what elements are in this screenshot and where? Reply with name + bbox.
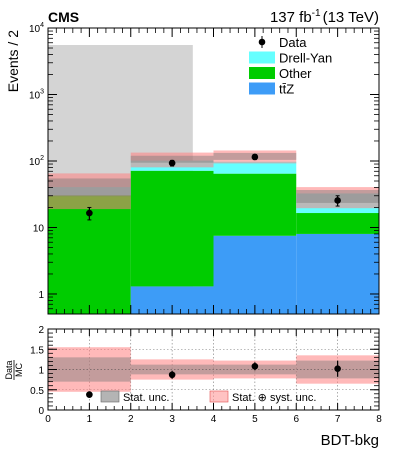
lumi-energy: (13 TeV) [323, 9, 379, 26]
ratio-y-tick-label: 1.5 [30, 345, 44, 356]
legend-label: Other [279, 66, 312, 81]
stack-bar-1-bin-1 [130, 170, 214, 287]
ratio-y-axis-label: Data MC [4, 360, 24, 380]
x-tick-label: 1 [87, 414, 93, 425]
ratio-y-tick-label: 0.5 [30, 386, 44, 397]
data-point [251, 153, 259, 161]
stack-bar-0-bin-2 [213, 235, 297, 314]
ratio-y-label-denominator: MC [14, 363, 24, 377]
legend-label: tt̄Z [279, 82, 294, 97]
y-axis-label: Events / 2 [5, 30, 21, 92]
ratio-legend-swatch [209, 390, 229, 403]
y-tick-label: 10 [33, 223, 45, 234]
ratio-legend: Stat. unc. Stat. ⊕ syst. unc. [100, 390, 316, 404]
ratio-stat-band-bin-1 [130, 364, 214, 375]
stat-band-bin-1 [130, 155, 214, 163]
x-tick-label: 7 [335, 414, 341, 425]
x-tick-label: 5 [252, 414, 258, 425]
x-axis-label: BDT-bkg [321, 432, 379, 449]
legend-swatch [249, 82, 275, 95]
y-tick-base: 10 [29, 157, 41, 168]
y-tick-base: 10 [33, 223, 45, 234]
ratio-y-tick-label: 0 [38, 406, 44, 417]
ratio-legend-swatch [100, 390, 120, 403]
y-tick-exponent: 2 [40, 155, 44, 162]
data-point [334, 197, 341, 204]
y-tick-base: 10 [29, 90, 41, 101]
ratio-y-tick-label: 2 [38, 325, 44, 336]
data-points [86, 153, 341, 221]
ratio-syst-band-bin-1 [130, 359, 214, 380]
y-tick-label: 1 [38, 290, 44, 301]
data-point [86, 209, 93, 217]
y-tick-base: 1 [38, 290, 44, 301]
ratio-stat-band-bin-0 [48, 357, 131, 382]
ratio-y-label-numerator: Data [4, 360, 14, 379]
lumi-value: 137 fb [270, 9, 312, 26]
ratio-legend-label: Stat. ⊕ syst. unc. [232, 392, 316, 404]
x-tick-label: 0 [45, 414, 51, 425]
stack-bar-1-bin-3 [296, 213, 379, 234]
ratio-syst-band-bin-0 [48, 347, 131, 392]
ratio-legend-label: Stat. unc. [123, 392, 169, 404]
legend-label: Data [279, 35, 307, 50]
stack-bar-1-bin-2 [213, 173, 297, 236]
x-tick-label: 4 [211, 414, 217, 425]
ratio-point [86, 391, 93, 398]
ratio-points [86, 360, 341, 398]
ratio-y-tick-label: 1 [38, 366, 44, 377]
x-tick-label: 6 [293, 414, 299, 425]
lumi-exponent: -1 [312, 8, 321, 19]
data-point [168, 159, 176, 167]
lumi-label: 137 fb-1 (13 TeV) [270, 8, 379, 26]
y-tick-exponent: 3 [40, 88, 44, 95]
legend-swatch [249, 67, 275, 79]
ratio-point [334, 365, 341, 372]
experiment-label: CMS [48, 9, 79, 25]
stack-bar-2-bin-2 [213, 161, 297, 174]
y-tick-exponent: 4 [40, 22, 44, 29]
legend-swatch [249, 51, 275, 64]
y-tick-label: 102 [29, 155, 44, 168]
syst-band-bin-0 [48, 173, 131, 210]
x-tick-label: 2 [128, 414, 134, 425]
y-tick-label: 104 [29, 22, 44, 35]
y-tick-label: 103 [29, 88, 44, 101]
x-tick-label: 3 [169, 414, 175, 425]
ratio-point [251, 362, 259, 370]
ratio-axes: 0 0.5 1 1.5 2 0 1 2 3 4 5 6 7 8 [30, 325, 382, 425]
x-tick-label: 8 [376, 414, 382, 425]
ratio-point [168, 371, 176, 379]
stat-band-bin-0 [48, 178, 131, 197]
legend-label: Drell-Yan [279, 51, 332, 66]
stack-bar-0-bin-3 [296, 233, 379, 314]
y-tick-base: 10 [29, 24, 41, 35]
legend-marker [258, 38, 266, 46]
